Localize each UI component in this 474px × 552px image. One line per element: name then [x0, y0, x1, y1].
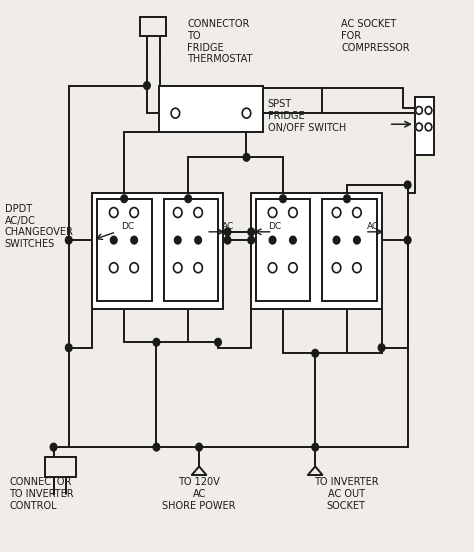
- Text: AC SOCKET
FOR
COMPRESSOR: AC SOCKET FOR COMPRESSOR: [341, 19, 410, 52]
- Circle shape: [65, 344, 72, 352]
- Circle shape: [280, 195, 286, 203]
- Circle shape: [144, 82, 150, 89]
- Circle shape: [425, 107, 432, 114]
- Circle shape: [312, 443, 319, 451]
- Circle shape: [333, 236, 340, 244]
- Circle shape: [416, 107, 422, 114]
- Circle shape: [344, 195, 350, 203]
- Bar: [164, 199, 218, 301]
- Circle shape: [269, 236, 276, 244]
- Text: CONNECTOR
TO INVERTER
CONTROL: CONNECTOR TO INVERTER CONTROL: [9, 477, 74, 511]
- Circle shape: [243, 153, 250, 161]
- Circle shape: [248, 228, 255, 236]
- Circle shape: [353, 208, 361, 217]
- Circle shape: [416, 123, 422, 131]
- Bar: [251, 193, 382, 309]
- Text: TO 120V
AC
SHORE POWER: TO 120V AC SHORE POWER: [162, 477, 236, 511]
- Text: DC: DC: [268, 222, 281, 231]
- Circle shape: [289, 208, 297, 217]
- Text: AC: AC: [222, 222, 234, 231]
- Text: DPDT
AC/DC
CHANGEOVER
SWITCHES: DPDT AC/DC CHANGEOVER SWITCHES: [5, 204, 73, 249]
- Circle shape: [130, 263, 138, 273]
- Circle shape: [185, 195, 191, 203]
- Circle shape: [121, 195, 128, 203]
- Circle shape: [290, 236, 296, 244]
- Circle shape: [153, 443, 160, 451]
- Bar: [45, 457, 76, 477]
- Circle shape: [50, 443, 57, 451]
- Bar: [415, 97, 434, 155]
- Circle shape: [268, 208, 277, 217]
- Circle shape: [248, 236, 255, 244]
- Bar: [140, 17, 166, 36]
- Bar: [159, 86, 263, 132]
- Circle shape: [194, 208, 202, 217]
- Circle shape: [171, 108, 180, 118]
- Circle shape: [131, 236, 137, 244]
- Circle shape: [65, 236, 72, 244]
- Circle shape: [173, 208, 182, 217]
- Circle shape: [332, 263, 341, 273]
- Circle shape: [194, 263, 202, 273]
- Circle shape: [404, 236, 411, 244]
- Circle shape: [174, 236, 181, 244]
- Circle shape: [268, 263, 277, 273]
- Circle shape: [173, 263, 182, 273]
- Text: AC: AC: [367, 222, 380, 231]
- Circle shape: [353, 263, 361, 273]
- Bar: [322, 199, 377, 301]
- Circle shape: [224, 236, 231, 244]
- Circle shape: [153, 338, 160, 346]
- Circle shape: [425, 123, 432, 131]
- Circle shape: [224, 228, 231, 236]
- Circle shape: [130, 208, 138, 217]
- Bar: [92, 193, 223, 309]
- Text: TO INVERTER
AC OUT
SOCKET: TO INVERTER AC OUT SOCKET: [314, 477, 378, 511]
- Text: CONNECTOR
TO
FRIDGE
THERMOSTAT: CONNECTOR TO FRIDGE THERMOSTAT: [187, 19, 253, 64]
- Bar: [256, 199, 310, 301]
- Circle shape: [196, 443, 202, 451]
- Circle shape: [215, 338, 221, 346]
- Circle shape: [332, 208, 341, 217]
- Circle shape: [109, 208, 118, 217]
- Circle shape: [404, 181, 411, 189]
- Circle shape: [242, 108, 251, 118]
- Circle shape: [354, 236, 360, 244]
- Circle shape: [312, 349, 319, 357]
- Circle shape: [110, 236, 117, 244]
- Bar: [97, 199, 152, 301]
- Circle shape: [109, 263, 118, 273]
- Text: DC: DC: [121, 222, 134, 231]
- Text: SPST
FRIDGE
ON/OFF SWITCH: SPST FRIDGE ON/OFF SWITCH: [268, 99, 346, 132]
- Circle shape: [289, 263, 297, 273]
- Circle shape: [378, 344, 385, 352]
- Circle shape: [195, 236, 201, 244]
